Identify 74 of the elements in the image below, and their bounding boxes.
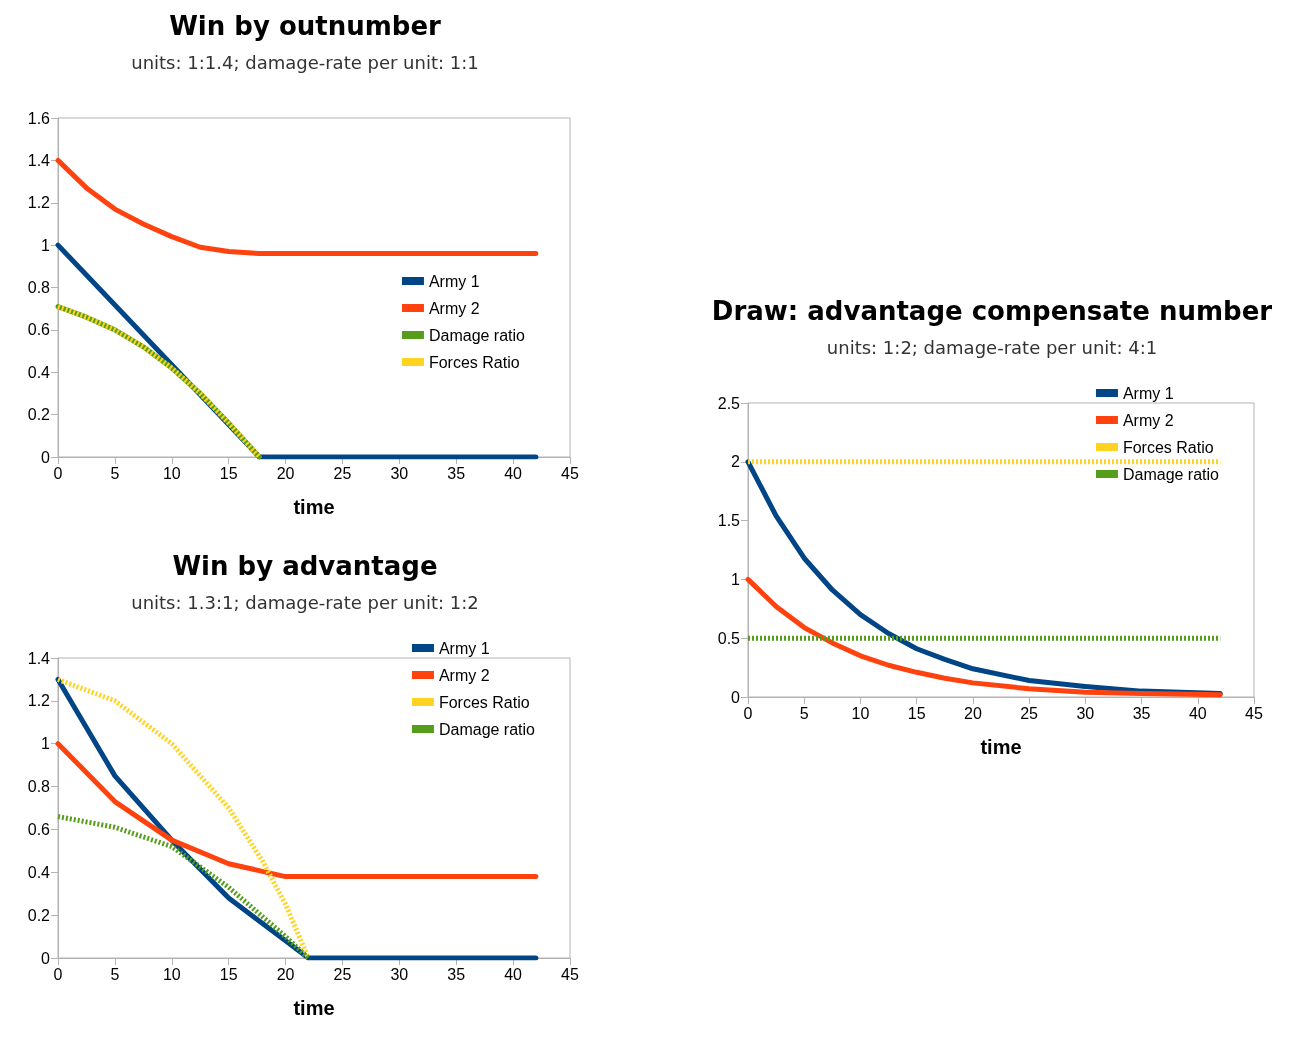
x-tick-label: 0 bbox=[53, 464, 63, 482]
y-tick-label: 1.4 bbox=[27, 649, 51, 667]
y-tick-label: 1.4 bbox=[27, 151, 51, 169]
chart-subtitle: units: 1:1.4; damage-rate per unit: 1:1 bbox=[131, 51, 479, 73]
x-tick-label: 15 bbox=[219, 965, 238, 983]
y-tick-label: 0.8 bbox=[27, 778, 51, 796]
x-tick-label: 5 bbox=[110, 965, 120, 983]
x-tick-label: 45 bbox=[1245, 704, 1263, 722]
y-tick-label: 0.2 bbox=[27, 906, 51, 924]
x-tick-label: 20 bbox=[276, 965, 295, 983]
legend-label: Forces Ratio bbox=[438, 693, 530, 711]
x-tick-label: 45 bbox=[561, 464, 579, 482]
y-tick-label: 2 bbox=[731, 453, 741, 471]
y-tick-label: 1 bbox=[731, 570, 741, 588]
chart-subtitle: units: 1.3:1; damage-rate per unit: 1:2 bbox=[131, 591, 479, 613]
x-tick-label: 10 bbox=[162, 965, 181, 983]
y-tick-label: 0 bbox=[41, 448, 51, 466]
x-tick-label: 40 bbox=[1188, 704, 1207, 722]
chart-title: Win by advantage bbox=[172, 551, 438, 581]
x-tick-label: 25 bbox=[333, 965, 352, 983]
chart-subtitle: units: 1:2; damage-rate per unit: 4:1 bbox=[826, 336, 1158, 358]
y-tick-label: 0.5 bbox=[717, 629, 741, 647]
x-axis-title: time bbox=[293, 997, 335, 1019]
x-tick-label: 20 bbox=[963, 704, 982, 722]
y-tick-label: 1 bbox=[41, 735, 51, 753]
y-tick-label: 0.4 bbox=[27, 863, 51, 881]
x-tick-label: 35 bbox=[1132, 704, 1151, 722]
chart-title: Win by outnumber bbox=[169, 11, 442, 41]
y-tick-label: 0.2 bbox=[27, 406, 51, 424]
x-tick-label: 10 bbox=[851, 704, 870, 722]
legend-label: Army 2 bbox=[428, 299, 480, 317]
y-tick-label: 1 bbox=[41, 236, 51, 254]
y-tick-label: 1.2 bbox=[27, 194, 51, 212]
x-axis-title: time bbox=[980, 736, 1022, 758]
x-tick-label: 10 bbox=[162, 464, 181, 482]
x-tick-label: 30 bbox=[390, 464, 409, 482]
x-tick-label: 0 bbox=[743, 704, 753, 722]
x-tick-label: 35 bbox=[447, 464, 466, 482]
y-tick-label: 0.4 bbox=[27, 363, 51, 381]
x-tick-label: 40 bbox=[504, 965, 523, 983]
y-tick-label: 2.5 bbox=[717, 394, 741, 412]
legend-label: Army 2 bbox=[1122, 411, 1174, 429]
x-tick-label: 15 bbox=[219, 464, 238, 482]
y-tick-label: 0 bbox=[41, 949, 51, 967]
legend-label: Army 2 bbox=[438, 666, 490, 684]
x-tick-label: 25 bbox=[333, 464, 352, 482]
x-tick-label: 0 bbox=[53, 965, 63, 983]
x-tick-label: 15 bbox=[907, 704, 926, 722]
legend-label: Army 1 bbox=[438, 639, 490, 657]
x-tick-label: 40 bbox=[504, 464, 523, 482]
x-tick-label: 25 bbox=[1020, 704, 1039, 722]
x-tick-label: 45 bbox=[561, 965, 579, 983]
x-axis-title: time bbox=[293, 496, 335, 518]
x-tick-label: 20 bbox=[276, 464, 295, 482]
x-tick-label: 30 bbox=[390, 965, 409, 983]
legend-label: Damage ratio bbox=[1122, 465, 1220, 483]
y-tick-label: 1.5 bbox=[717, 512, 741, 530]
y-tick-label: 0.6 bbox=[27, 321, 51, 339]
legend-label: Forces Ratio bbox=[1122, 438, 1214, 456]
y-tick-label: 0 bbox=[731, 688, 741, 706]
chart-title: Draw: advantage compensate number bbox=[711, 296, 1273, 326]
x-tick-label: 5 bbox=[799, 704, 809, 722]
x-tick-label: 35 bbox=[447, 965, 466, 983]
x-tick-label: 30 bbox=[1076, 704, 1095, 722]
legend-label: Damage ratio bbox=[438, 720, 536, 738]
y-tick-label: 1.6 bbox=[27, 109, 51, 127]
y-tick-label: 0.8 bbox=[27, 279, 51, 296]
y-tick-label: 0.6 bbox=[27, 820, 51, 838]
y-tick-label: 1.2 bbox=[27, 692, 51, 710]
legend-label: Army 1 bbox=[1122, 384, 1174, 402]
x-tick-label: 5 bbox=[110, 464, 120, 482]
legend-label: Army 1 bbox=[428, 272, 480, 290]
legend-label: Forces Ratio bbox=[428, 353, 520, 371]
legend-label: Damage ratio bbox=[428, 326, 526, 344]
